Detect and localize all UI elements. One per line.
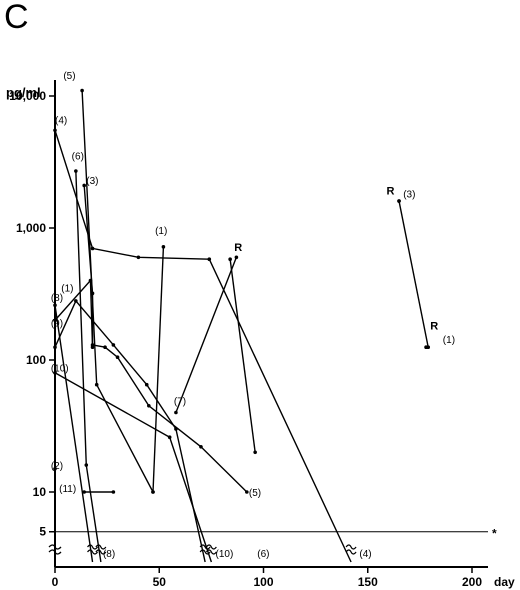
data-point <box>147 403 151 408</box>
data-point <box>397 199 401 203</box>
data-point <box>82 490 86 494</box>
data-point <box>53 345 57 350</box>
data-point <box>144 382 149 387</box>
series-label: (1) <box>155 226 167 237</box>
data-point <box>74 299 78 303</box>
panel-letter: C <box>4 0 29 36</box>
data-point <box>53 303 57 308</box>
line-break-icon <box>87 544 99 555</box>
data-labels: (5)(4)(6)(3)(1)R(8)(1)(9)(10)(7)(2)(11)(… <box>51 71 455 560</box>
y-tick-label: 100 <box>26 353 46 367</box>
series-label: (9) <box>51 318 63 329</box>
data-point <box>167 435 172 440</box>
data-point <box>103 345 107 350</box>
series-label: (11) <box>59 484 76 495</box>
x-tick-label: 100 <box>253 575 273 589</box>
series-label: (5) <box>249 488 261 499</box>
line-break-icon <box>205 544 217 555</box>
data-point <box>174 410 178 415</box>
relapse-label: R <box>430 321 438 333</box>
series-line <box>152 246 165 493</box>
series-label: (1) <box>61 284 73 295</box>
relapse-label: R <box>387 185 395 197</box>
series-label: (8) <box>103 549 115 560</box>
y-axis-label: pg/ml <box>6 85 41 100</box>
series-line <box>81 90 154 493</box>
data-point <box>228 257 232 262</box>
y-tick-label: 10 <box>33 485 47 499</box>
series-label: (6) <box>72 152 84 163</box>
y-tick-label: 1,000 <box>16 221 46 235</box>
series-line <box>229 259 256 453</box>
line-break-icon <box>95 544 107 555</box>
data-point <box>53 466 57 471</box>
x-tick-label: 200 <box>462 575 482 589</box>
data-point <box>199 445 203 449</box>
data-point <box>136 255 141 260</box>
series-label: (6) <box>257 549 269 560</box>
data-point <box>161 245 166 249</box>
x-axis-label: day <box>494 575 515 589</box>
data-point <box>53 318 57 323</box>
detection-limit-label: * <box>492 527 497 541</box>
series-line <box>175 257 238 413</box>
x-tick-label: 150 <box>358 575 378 589</box>
data-point <box>90 345 95 350</box>
data-point <box>111 490 116 494</box>
data-point <box>426 345 431 350</box>
data-point <box>151 490 155 494</box>
line-break-icon <box>345 544 357 555</box>
data-point <box>94 382 99 387</box>
data-point <box>245 490 249 494</box>
data-point <box>88 278 93 283</box>
series-label: (3) <box>403 190 415 201</box>
data-point <box>207 257 212 262</box>
data-point <box>115 355 120 360</box>
series-label: (3) <box>86 176 98 187</box>
axes: pg/ml 5 10 100 1,000 10,000 0 50 100 150 200 day * <box>6 80 515 589</box>
series-label: (10) <box>51 363 69 374</box>
data-point <box>82 183 86 188</box>
data-point <box>90 246 95 251</box>
x-tick-label: 0 <box>52 575 59 589</box>
series-label: (2) <box>51 461 63 472</box>
data-point <box>111 343 116 347</box>
data-point <box>74 169 78 173</box>
x-tick-label: 50 <box>153 575 167 589</box>
data-point <box>80 88 84 93</box>
data-point <box>253 450 257 455</box>
series-line <box>54 299 206 563</box>
data-point <box>234 255 239 260</box>
data-point <box>84 463 89 467</box>
series-label: (4) <box>55 115 67 126</box>
data-point <box>53 128 57 133</box>
relapse-label: R <box>234 242 242 254</box>
series-line <box>398 200 429 348</box>
data-point <box>53 370 57 375</box>
series-label: (8) <box>51 293 63 304</box>
series-label: (10) <box>216 549 234 560</box>
line-break-icon <box>199 544 211 555</box>
y-tick-label: 5 <box>39 525 46 539</box>
y-tick-label: 10,000 <box>9 89 46 103</box>
series-label: (7) <box>174 397 186 408</box>
series-label: (4) <box>359 549 371 560</box>
series-line <box>54 305 94 563</box>
series-label: (5) <box>63 71 75 82</box>
series-label: (1) <box>443 335 455 346</box>
data-lines <box>53 88 431 563</box>
